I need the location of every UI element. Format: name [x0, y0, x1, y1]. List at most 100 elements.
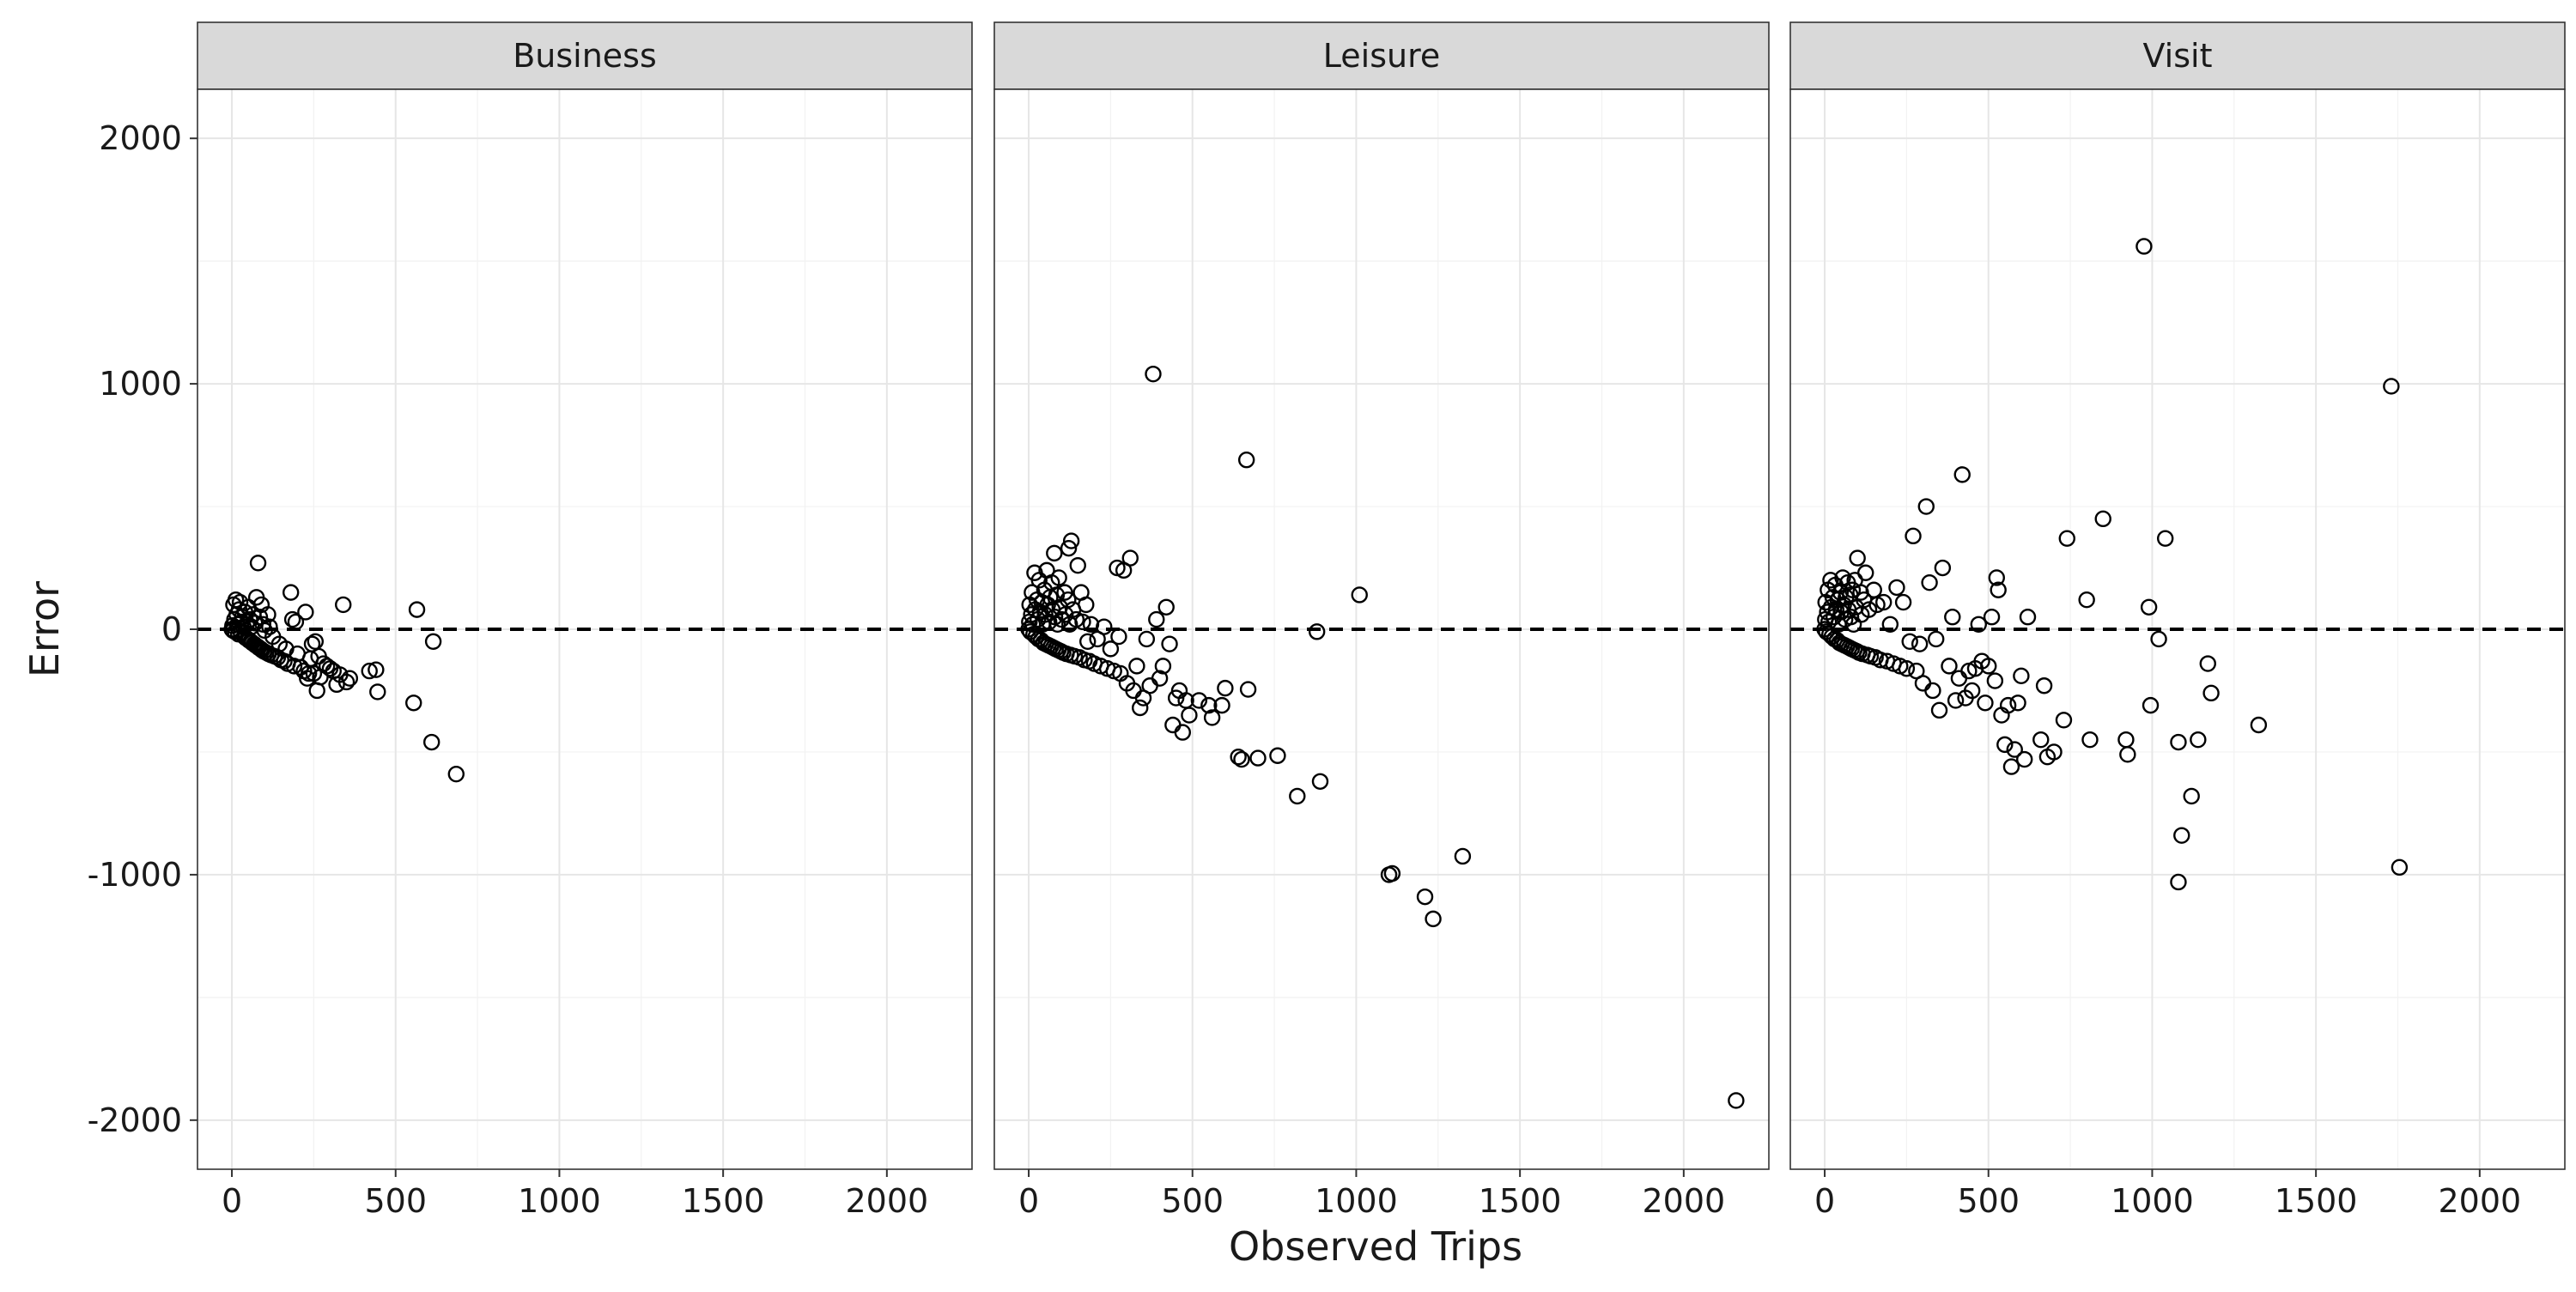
data-point: [1203, 709, 1221, 726]
data-point: [2002, 758, 2020, 775]
data-point: [1383, 864, 1401, 883]
data-point: [405, 695, 422, 712]
data-point: [408, 601, 426, 618]
panel-border: [993, 88, 1770, 1170]
x-tick-label: 1000: [518, 1182, 601, 1220]
y-tick-label: 0: [161, 610, 182, 648]
data-point: [1728, 1092, 1745, 1109]
data-point: [1167, 689, 1185, 707]
data-point: [2015, 750, 2033, 768]
data-point: [2136, 238, 2153, 255]
data-point: [1056, 584, 1073, 601]
facet-strip-label: Business: [513, 37, 657, 75]
data-point: [1953, 466, 1971, 483]
data-point: [337, 673, 355, 691]
data-point: [1181, 707, 1198, 724]
facet-strip: [1789, 21, 2566, 90]
data-point: [1050, 569, 1067, 586]
x-tick-label: 2000: [845, 1182, 928, 1220]
data-point: [2142, 696, 2160, 714]
x-tick-label: 1000: [2111, 1182, 2194, 1220]
x-tick-label: 1500: [2275, 1182, 2358, 1220]
data-point: [1213, 696, 1230, 714]
data-point: [1121, 549, 1139, 567]
facet-strip: [993, 21, 1770, 90]
y-tick-label: -2000: [88, 1101, 182, 1139]
x-tick-label: 1500: [1479, 1182, 1562, 1220]
data-point: [282, 584, 300, 601]
data-point: [422, 733, 440, 751]
data-point: [1834, 569, 1851, 586]
data-point: [1454, 847, 1472, 865]
data-point: [2156, 530, 2174, 547]
data-point: [297, 604, 314, 621]
data-point: [1157, 598, 1175, 616]
data-point: [2173, 827, 2190, 844]
data-points: [1020, 365, 1745, 1109]
data-point: [2170, 733, 2187, 751]
data-point: [283, 610, 301, 628]
data-point: [1999, 696, 2017, 714]
data-point: [2140, 598, 2158, 616]
data-point: [2150, 630, 2167, 648]
data-point: [1145, 365, 1162, 383]
data-point: [2119, 746, 2136, 763]
data-point: [1311, 773, 1329, 790]
data-point: [2013, 667, 2030, 685]
data-point: [1233, 750, 1250, 768]
x-axis-title: Observed Trips: [1229, 1223, 1522, 1270]
data-point: [328, 676, 345, 694]
data-point: [1901, 633, 1918, 650]
x-tick-label: 500: [1957, 1182, 2020, 1220]
x-tick-label: 0: [1018, 1182, 1039, 1220]
x-tick-label: 1500: [682, 1182, 765, 1220]
data-point: [1874, 593, 1893, 611]
data-point: [1425, 910, 1442, 928]
data-point: [1924, 682, 1941, 700]
y-tick-label: 2000: [99, 119, 182, 157]
data-point: [1416, 888, 1434, 906]
data-point: [2058, 530, 2075, 547]
data-point: [1977, 695, 1994, 712]
data-point: [1230, 748, 1247, 766]
data-point: [1905, 527, 1922, 545]
data-point: [1062, 532, 1080, 549]
y-tick-label: -1000: [88, 856, 182, 894]
data-point: [1881, 616, 1899, 633]
data-point: [341, 670, 359, 687]
data-point: [1161, 635, 1178, 652]
y-tick-label: 1000: [99, 365, 182, 403]
data-point: [1911, 635, 1929, 652]
data-point: [2032, 731, 2050, 749]
panel-border: [197, 88, 973, 1170]
data-point: [261, 618, 278, 635]
data-point: [1151, 670, 1169, 687]
data-point: [1078, 596, 1095, 614]
data-point: [1980, 658, 1997, 675]
data-point: [1200, 696, 1218, 714]
data-point: [1894, 593, 1912, 611]
data-point: [1128, 658, 1145, 675]
data-point: [1983, 609, 2001, 626]
data-point: [2170, 873, 2187, 891]
data-point: [2081, 731, 2099, 749]
data-point: [1921, 573, 1938, 591]
data-point: [1351, 586, 1368, 604]
data-point: [1174, 724, 1192, 741]
data-point: [2202, 684, 2220, 702]
data-point: [447, 765, 465, 783]
facet-panel-leisure: Leisure 0 500 1000 1500 2000: [993, 21, 1770, 1220]
facet-strip-label: Leisure: [1323, 37, 1441, 75]
data-point: [249, 555, 267, 572]
x-tick-label: 1000: [1315, 1182, 1398, 1220]
data-point: [1249, 749, 1267, 767]
data-point: [1138, 630, 1156, 648]
data-point: [2055, 712, 2073, 729]
data-point: [285, 658, 303, 675]
data-point: [1060, 591, 1077, 609]
y-axis-title: Error: [21, 581, 68, 677]
facet-panel-business: Business 0 500 1000 1500 2000: [197, 21, 973, 1220]
data-point: [1069, 556, 1086, 574]
